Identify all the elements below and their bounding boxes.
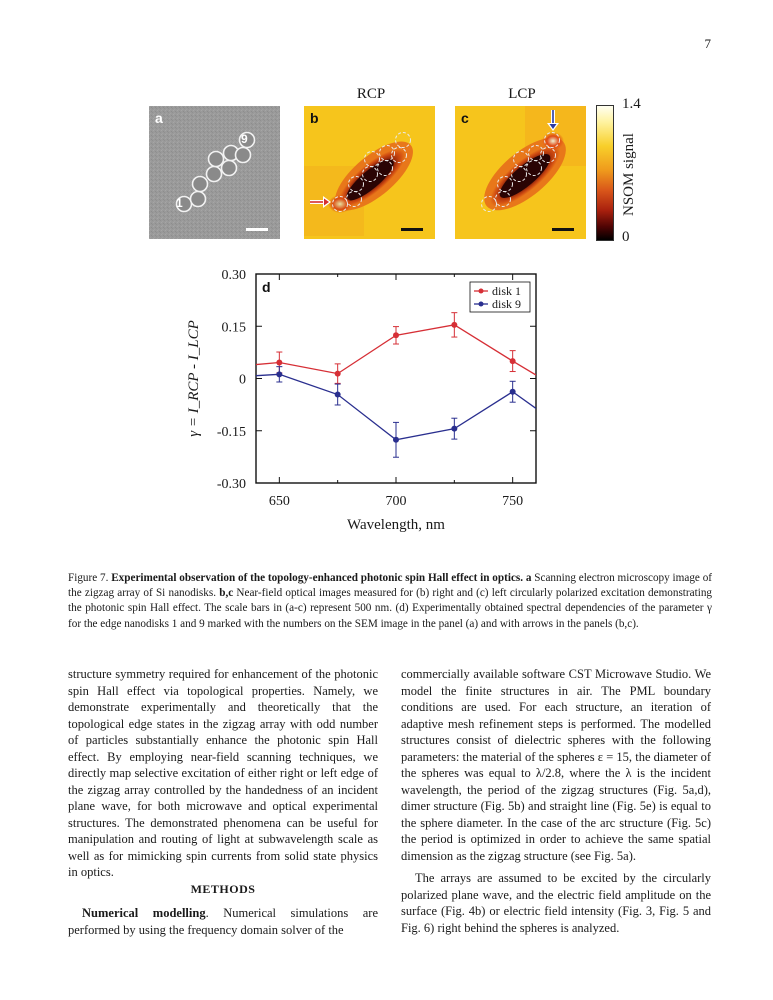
numerical-modelling-text: . Numerical simulations are performed by… (68, 906, 379, 937)
y-axis-title: γ = I_RCP - I_LCP (186, 320, 202, 437)
legend-label: disk 9 (492, 297, 521, 311)
x-axis-title: Wavelength, nm (347, 517, 445, 533)
scale-bar-b (401, 228, 423, 231)
numerical-modelling-paragraph: Numerical modelling. Numerical simulatio… (68, 905, 378, 938)
panel-c-letter: c (461, 110, 469, 126)
panel-a-sem-image: a 1 9 (149, 106, 280, 239)
caption-label: Figure 7. (68, 572, 109, 584)
data-point (334, 370, 341, 377)
data-point (509, 358, 516, 365)
body-right-paragraph-1: commercially available software CST Micr… (401, 667, 711, 863)
data-point (334, 391, 341, 398)
panel-c-lcp-map: c (455, 106, 586, 239)
page-number: 7 (704, 36, 712, 51)
series-disk-1 (256, 312, 536, 384)
rcp-label: RCP (356, 86, 386, 102)
panel-a-letter: a (155, 110, 163, 126)
legend-label: disk 1 (492, 284, 521, 298)
data-point (276, 359, 283, 366)
body-right-paragraph-2: The arrays are assumed to be excited by … (401, 871, 711, 935)
x-tick-label: 750 (502, 494, 523, 509)
scale-bar-c (552, 228, 574, 231)
legend-swatch-marker (478, 301, 484, 307)
body-left-paragraph: structure symmetry required for enhancem… (68, 667, 378, 879)
colorbar (596, 105, 614, 241)
disk-1-marker: 1 (176, 196, 183, 210)
legend-swatch-marker (478, 288, 484, 294)
data-point (393, 332, 399, 339)
x-tick-label: 650 (269, 494, 290, 509)
panel-b-letter: b (310, 110, 319, 126)
caption-a-letter: a (525, 572, 532, 584)
colorbar-title: NSOM signal (621, 133, 637, 216)
caption-bc-text: Near-field optical images measured for (… (68, 587, 713, 630)
data-point (276, 371, 283, 378)
body-left-column: structure symmetry required for enhancem… (68, 666, 378, 938)
y-tick-label: 0.30 (222, 268, 247, 283)
data-point (509, 388, 516, 395)
rcp-arrow-icon (310, 196, 331, 208)
y-tick-label: 0.15 (222, 320, 247, 335)
caption-bc-letter: b,c (219, 587, 234, 600)
panel-d-chart: 0.30 0.15 0 -0.15 -0.30 650 700 750 Wavelength, … (180, 260, 560, 540)
data-point (451, 425, 458, 432)
lcp-arrow-icon (547, 110, 559, 131)
colorbar-max-label: 1.4 (622, 96, 641, 112)
figure-caption: Figure 7. Experimental observation of th… (68, 571, 712, 632)
methods-heading: METHODS (190, 881, 256, 896)
caption-title: Experimental observation of the topology… (111, 572, 524, 584)
data-point (393, 436, 399, 443)
x-tick-label: 700 (386, 494, 407, 509)
disk-9-marker: 9 (241, 132, 248, 146)
numerical-modelling-subhead: Numerical modelling (82, 906, 206, 920)
y-tick-label: 0 (239, 373, 246, 388)
body-right-column: commercially available software CST Micr… (401, 666, 711, 936)
panel-d-letter: d (262, 279, 271, 295)
y-tick-label: -0.15 (217, 425, 246, 440)
colorbar-min-label: 0 (622, 229, 630, 245)
y-tick-label: -0.30 (217, 477, 246, 492)
panel-b-rcp-map: b (304, 106, 435, 239)
series-disk-9 (256, 366, 536, 458)
chart-svg: 0.30 0.15 0 -0.15 -0.30 650 700 750 Wavelength, … (186, 268, 537, 533)
caption-a-text: Scanning electron microscopy image of th… (68, 572, 713, 600)
scale-bar-a (246, 228, 268, 231)
legend-box (469, 281, 531, 313)
lcp-label: LCP (508, 86, 536, 102)
data-point (451, 321, 458, 328)
